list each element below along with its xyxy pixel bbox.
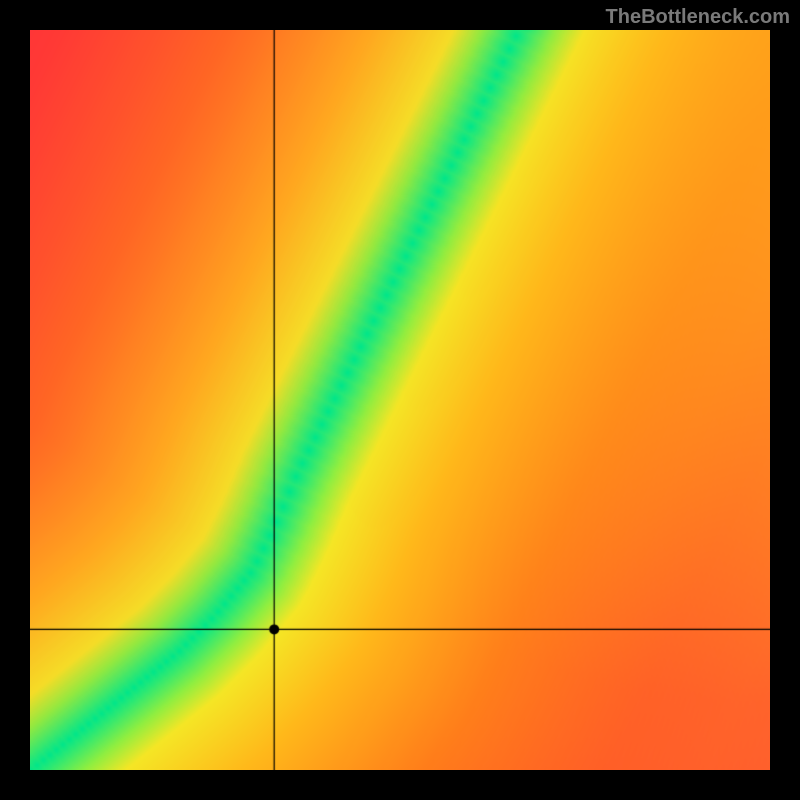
bottleneck-heatmap [30, 30, 770, 770]
heatmap-canvas [30, 30, 770, 770]
watermark-text: TheBottleneck.com [606, 6, 790, 29]
